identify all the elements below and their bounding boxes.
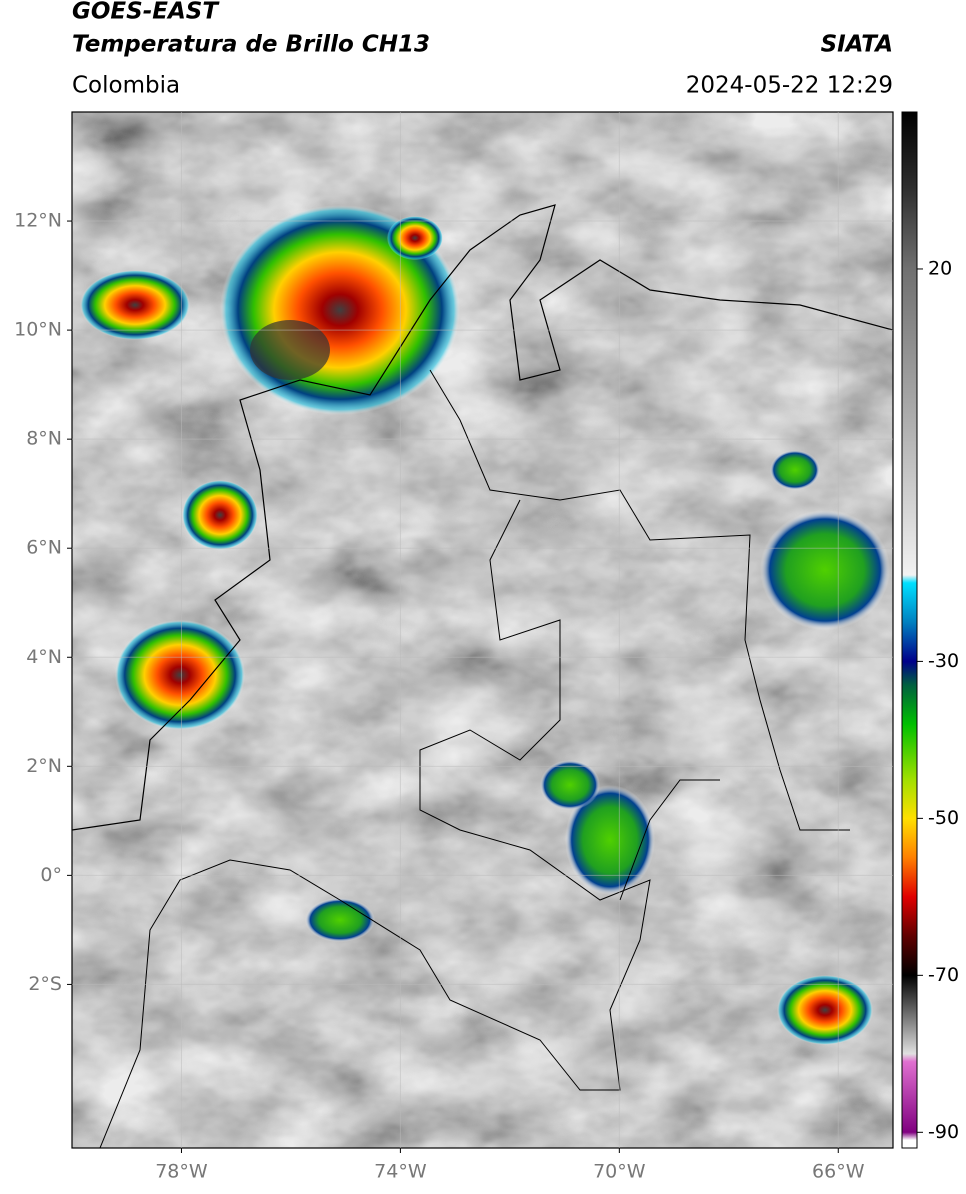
storm <box>80 270 190 340</box>
colorbar-tick-label: 20 <box>928 257 952 279</box>
coastline <box>72 204 893 831</box>
storm <box>182 480 258 550</box>
storm <box>760 510 890 630</box>
storm <box>387 216 443 260</box>
x-tick-label: 66°W <box>812 1161 865 1183</box>
storm <box>115 620 245 730</box>
y-tick-label: 4°N <box>26 646 62 668</box>
colorbar <box>901 111 918 1149</box>
y-tick-label: 2°N <box>26 755 62 777</box>
satellite-image <box>72 112 893 1148</box>
y-tick-label: 8°N <box>26 428 62 450</box>
y-tick-label: 10°N <box>14 319 62 341</box>
datetime: 2024-05-22 12:29 <box>686 73 893 99</box>
colorbar-tick-label: -30 <box>928 650 959 672</box>
x-tick-label: 74°W <box>374 1161 427 1183</box>
storm <box>770 450 820 490</box>
storm <box>777 975 873 1045</box>
region: Colombia <box>72 73 180 99</box>
title: GOES-EAST <box>72 0 220 25</box>
x-tick-label: 70°W <box>593 1161 646 1183</box>
storm-core <box>250 320 330 380</box>
borders <box>99 369 850 1148</box>
subtitle: Temperatura de Brillo CH13 <box>72 32 430 58</box>
y-tick-label: 6°N <box>26 537 62 559</box>
storm <box>540 760 600 810</box>
x-tick-label: 78°W <box>155 1161 208 1183</box>
colorbar-tick-label: -50 <box>928 807 959 829</box>
storm <box>305 898 375 942</box>
colorbar-tick-label: -90 <box>928 1121 959 1143</box>
colorbar-tick-label: -70 <box>928 964 959 986</box>
y-tick-label: 12°N <box>14 210 62 232</box>
source: SIATA <box>821 32 893 58</box>
y-tick-label: 0° <box>40 864 62 886</box>
y-tick-label: 2°S <box>28 973 62 995</box>
map-frame <box>71 111 894 1149</box>
